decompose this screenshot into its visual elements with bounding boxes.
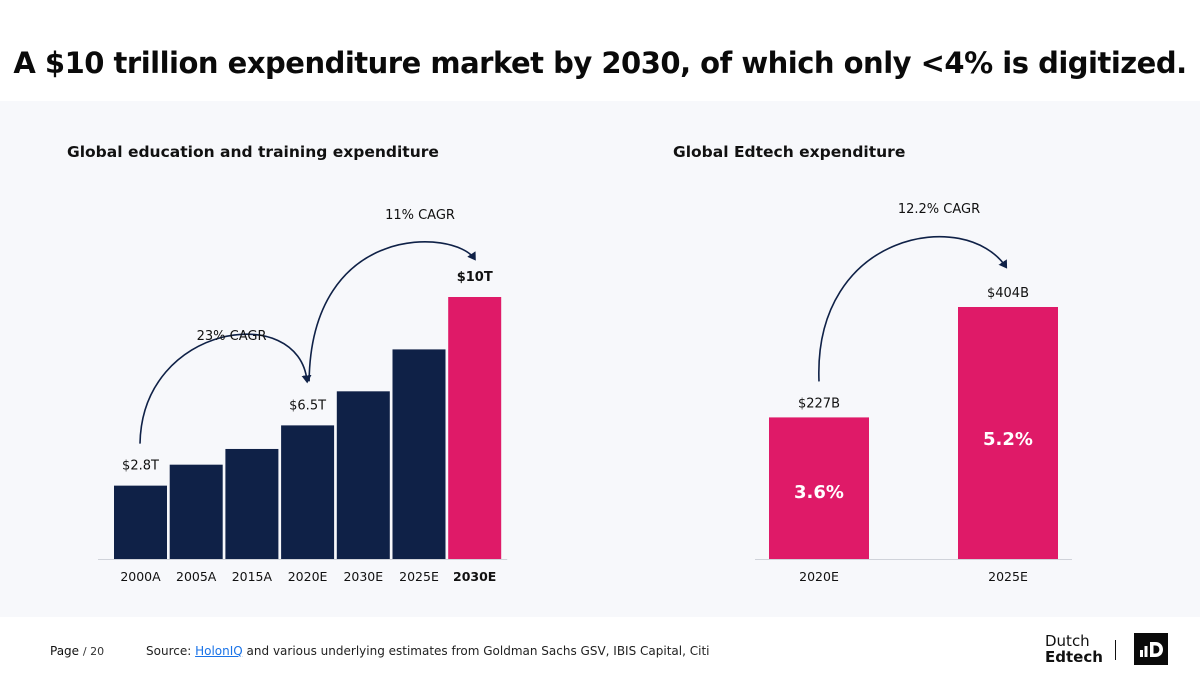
data-label: $404B	[987, 286, 1029, 301]
bar-3	[281, 425, 335, 559]
page-number: / 20	[82, 645, 105, 658]
bar-5	[392, 349, 446, 559]
page-title: A $10 trillion expenditure market by 203…	[13, 46, 1187, 80]
data-label: $227B	[798, 396, 840, 411]
share-label: 5.2%	[983, 429, 1033, 450]
share-label: 3.6%	[794, 482, 844, 503]
x-tick-label: 2005A	[176, 569, 217, 584]
x-tick-label: 2020E	[799, 569, 839, 584]
bar-6	[448, 297, 502, 559]
data-label: $2.8T	[122, 459, 159, 474]
cagr-label-2: 11% CAGR	[385, 208, 455, 223]
brand-wordmark: Dutch Edtech	[1045, 632, 1103, 666]
x-tick-label: 2025E	[399, 569, 439, 584]
education-expenditure-chart: Global education and training expenditur…	[67, 143, 508, 584]
cagr-label-1: 23% CAGR	[197, 329, 267, 344]
x-tick-label: 2025E	[988, 569, 1028, 584]
x-tick-label: 2015A	[232, 569, 273, 584]
data-label: $10T	[457, 270, 493, 285]
x-tick-label: 2000A	[120, 569, 161, 584]
page-indicator: Page / 20	[50, 644, 104, 658]
source-note: Source: HolonIQ and various underlying e…	[146, 644, 710, 658]
bar-2	[225, 448, 279, 559]
cagr-arrow-2	[308, 241, 476, 382]
bar-4	[336, 391, 390, 559]
data-label: $6.5T	[289, 398, 326, 413]
source-link-holoniq[interactable]: HolonIQ	[195, 644, 243, 658]
x-tick-label: 2020E	[288, 569, 328, 584]
page-label: Page	[50, 644, 80, 658]
bar-1	[169, 464, 223, 559]
source-prefix: Source:	[146, 644, 192, 658]
chart-1-title: Global education and training expenditur…	[67, 143, 439, 161]
brand-divider	[1115, 640, 1116, 660]
x-tick-label: 2030E	[453, 569, 496, 584]
chart-2-title: Global Edtech expenditure	[673, 143, 905, 161]
cagr-arrow-1	[139, 333, 312, 444]
cagr-arrow	[818, 235, 1008, 382]
dutch-edtech-logo-icon	[1134, 633, 1168, 665]
x-tick-label: 2030E	[343, 569, 383, 584]
brand-line-1: Dutch	[1045, 632, 1090, 650]
brand-line-2: Edtech	[1045, 648, 1103, 666]
bar-0	[769, 417, 869, 559]
bar-1	[958, 307, 1058, 559]
bar-0	[114, 485, 167, 559]
source-rest: and various underlying estimates from Go…	[242, 644, 710, 658]
cagr-label: 12.2% CAGR	[898, 202, 980, 217]
edtech-expenditure-chart: Global Edtech expenditure 2020E 3.6% 2025E 5…	[673, 143, 1072, 584]
